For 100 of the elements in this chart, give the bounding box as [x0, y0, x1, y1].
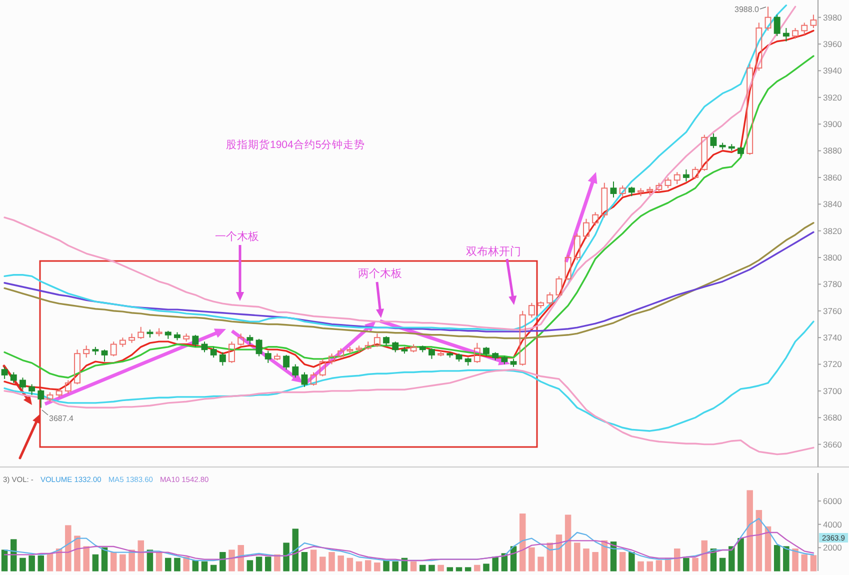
bar [438, 564, 444, 572]
bar [256, 556, 262, 572]
candlestick [328, 353, 335, 365]
bar [556, 534, 562, 572]
bar [292, 528, 299, 572]
bar [801, 554, 808, 572]
y-tick-label: 3940 [823, 66, 842, 76]
y-tick-label: 3660 [823, 439, 842, 450]
bar [201, 561, 208, 572]
bar [783, 546, 790, 572]
bar [528, 547, 535, 572]
bar [674, 548, 680, 572]
annotation: 两个木板 [358, 267, 402, 280]
bar [619, 552, 626, 572]
bar [628, 552, 635, 572]
bar [274, 554, 280, 572]
bar [810, 555, 817, 572]
bar [410, 561, 417, 572]
bar [65, 525, 72, 572]
bar [364, 560, 372, 572]
y-tick-label: 3900 [823, 119, 842, 130]
bar [456, 567, 462, 572]
bar [746, 490, 753, 572]
bar [392, 561, 398, 572]
bar [446, 567, 454, 572]
bar [638, 561, 644, 572]
y-tick-label: 3960 [823, 39, 842, 50]
bar [283, 542, 290, 572]
bar [310, 550, 317, 572]
candlestick [728, 144, 735, 152]
bar [774, 545, 780, 572]
bar [83, 546, 90, 572]
bar [346, 558, 354, 572]
bar [238, 545, 244, 572]
annotation: 一个木板 [215, 230, 259, 243]
y-tick-label: 3820 [823, 226, 842, 236]
y-tick-label: 6000 [823, 496, 842, 506]
bar [420, 564, 426, 572]
bar [20, 558, 26, 572]
y-tick-label: 3740 [823, 332, 842, 343]
bar [656, 560, 662, 572]
bar [383, 560, 390, 572]
bar [165, 558, 172, 572]
y-tick-label: 3980 [823, 12, 842, 22]
bar [583, 548, 590, 572]
bar [1, 550, 8, 572]
y-tick-label: 3920 [823, 92, 842, 102]
line-series [4, 532, 814, 562]
bar [538, 556, 544, 572]
bar [320, 556, 326, 572]
bar [156, 552, 162, 572]
bar [564, 514, 572, 572]
bar [546, 542, 553, 572]
y-tick-label: 3860 [823, 172, 842, 182]
bar [792, 548, 798, 572]
bar [101, 547, 108, 572]
bar [728, 546, 735, 572]
bar [492, 556, 498, 572]
bar [92, 554, 99, 572]
y-tick-label: 3680 [823, 412, 842, 423]
y-tick-label: 3880 [823, 146, 842, 156]
bar [738, 538, 744, 572]
bar [474, 564, 480, 572]
bar [592, 552, 598, 572]
y-tick-label: 3780 [823, 279, 842, 290]
bar [38, 556, 44, 572]
bar [356, 561, 362, 572]
bar [174, 558, 180, 572]
annotation: 双布林开门 [466, 245, 521, 258]
bar [464, 567, 472, 572]
y-tick-label: 3720 [823, 359, 842, 370]
bar [683, 558, 690, 572]
bar [74, 536, 80, 572]
bar [701, 540, 708, 572]
bar [120, 554, 126, 572]
bar [328, 552, 335, 572]
bar [28, 556, 35, 572]
bar [183, 556, 190, 572]
text: 股指期货1904合约5分钟走势 [226, 138, 366, 151]
bar [574, 542, 580, 572]
y-tick-label: 2000 [823, 542, 842, 553]
bar [210, 564, 217, 572]
bar [265, 556, 272, 572]
line-series [4, 368, 814, 456]
y-tick-label: 3840 [823, 199, 842, 210]
bar [764, 526, 772, 572]
bar [428, 564, 435, 572]
bar [756, 510, 762, 572]
bar [138, 540, 144, 572]
y-tick-label: 3760 [823, 306, 842, 316]
y-tick-label: 3700 [823, 386, 842, 396]
bar [228, 550, 235, 572]
annotation: 3988.0 [734, 5, 760, 14]
bar [192, 560, 199, 572]
bar [338, 556, 344, 572]
bar [483, 564, 490, 572]
bar [719, 558, 726, 572]
y-tick-label: 4000 [823, 519, 842, 530]
bar [220, 552, 226, 572]
bar [46, 553, 54, 572]
